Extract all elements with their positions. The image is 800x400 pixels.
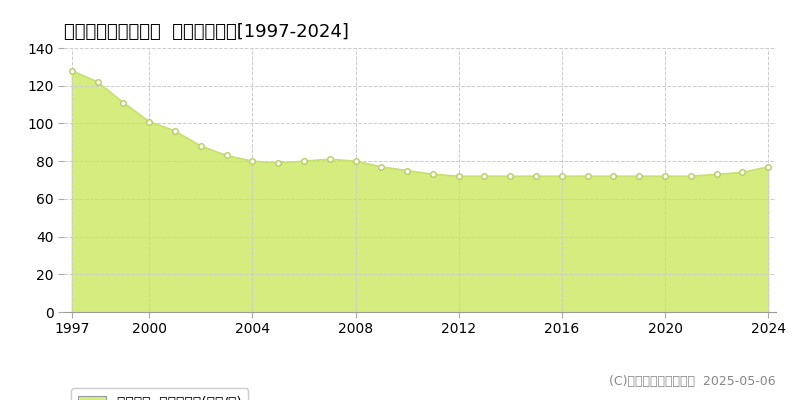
Text: 大阪市西淡川区歌島  基準地価推移[1997-2024]: 大阪市西淡川区歌島 基準地価推移[1997-2024] [64, 23, 349, 41]
Text: (C)土地価格ドットコム  2025-05-06: (C)土地価格ドットコム 2025-05-06 [610, 375, 776, 388]
Legend: 基準地価  平均嵪単価(万円/嵪): 基準地価 平均嵪単価(万円/嵪) [71, 388, 249, 400]
